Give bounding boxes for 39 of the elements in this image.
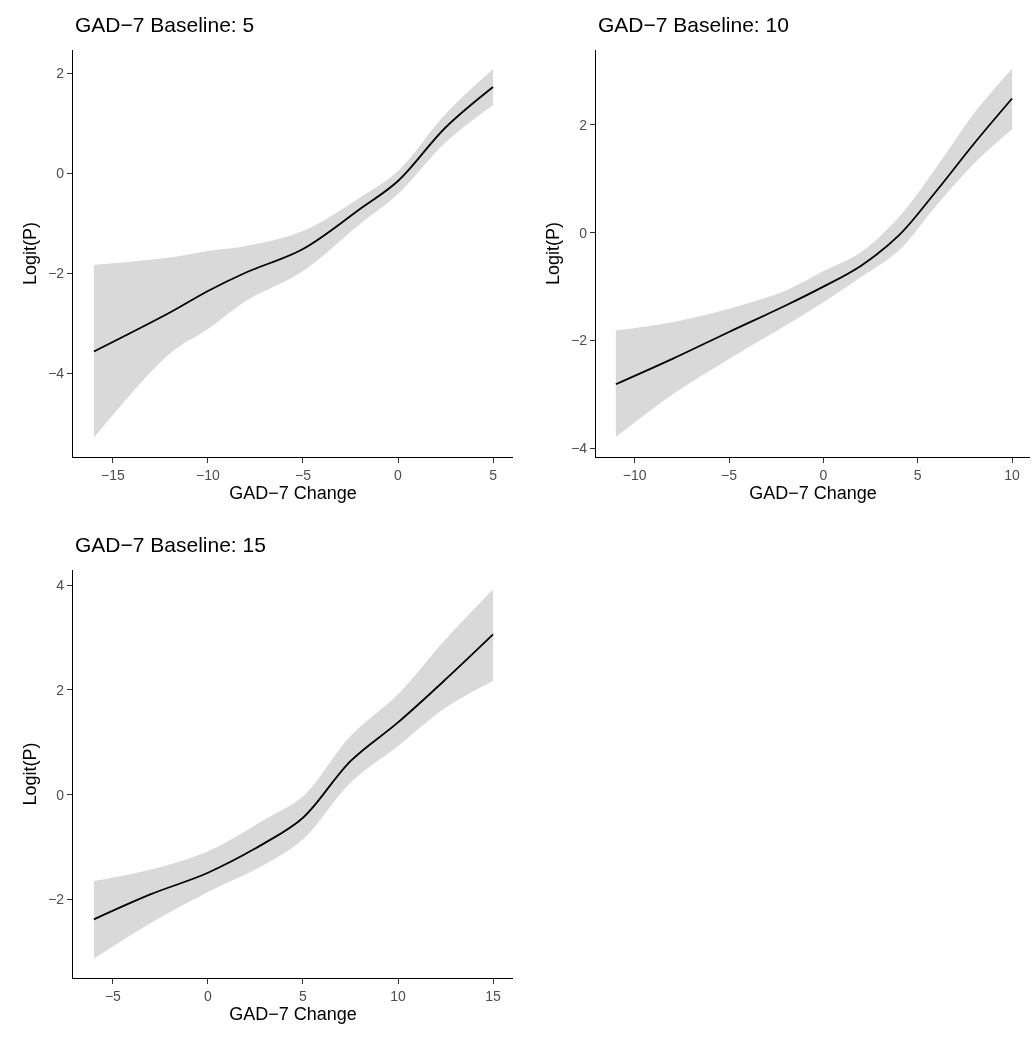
x-axis-title: GAD−7 Change xyxy=(749,483,877,503)
y-tick-label: 4 xyxy=(56,577,65,594)
x-tick-label: 5 xyxy=(299,987,308,1004)
x-tick-label: 0 xyxy=(819,466,828,483)
x-tick-label: 10 xyxy=(390,987,407,1004)
chart-title: GAD−7 Baseline: 15 xyxy=(75,533,266,556)
y-tick-label: −4 xyxy=(571,440,588,457)
line-series xyxy=(93,86,494,353)
x-tick-label: −5 xyxy=(104,987,122,1004)
x-tick-label: −5 xyxy=(295,466,312,483)
y-tick-label: −2 xyxy=(48,265,65,282)
x-tick-label: −5 xyxy=(721,466,738,483)
x-tick-label: 15 xyxy=(485,987,502,1004)
y-tick-label: 2 xyxy=(56,65,65,82)
x-tick-label: −15 xyxy=(101,466,125,483)
chart-title: GAD−7 Baseline: 10 xyxy=(598,13,789,36)
x-axis-title: GAD−7 Change xyxy=(229,1004,357,1024)
x-tick-label: −10 xyxy=(196,466,221,483)
line-series xyxy=(93,633,494,921)
x-axis-title: GAD−7 Change xyxy=(229,483,357,503)
x-tick-label: 5 xyxy=(913,466,922,483)
y-tick-label: 2 xyxy=(579,116,588,133)
y-tick-label: −2 xyxy=(48,891,65,908)
y-tick-label: 2 xyxy=(56,681,65,698)
y-tick-label: 0 xyxy=(579,224,588,241)
line-series xyxy=(614,97,1013,386)
y-axis-title: Logit(P) xyxy=(20,742,41,806)
x-tick-label: 5 xyxy=(489,466,498,483)
x-tick-label: 0 xyxy=(204,987,213,1004)
chart-title: GAD−7 Baseline: 5 xyxy=(75,13,255,36)
y-tick-label: 0 xyxy=(56,165,65,182)
y-axis-title: Logit(P) xyxy=(20,221,41,286)
x-tick-label: 10 xyxy=(1004,466,1021,483)
y-tick-label: 0 xyxy=(56,786,65,803)
x-tick-label: 0 xyxy=(394,466,403,483)
y-tick-label: −4 xyxy=(48,365,65,382)
y-axis-title: Logit(P) xyxy=(543,221,564,286)
x-tick-label: −10 xyxy=(622,466,647,483)
y-tick-label: −2 xyxy=(571,332,588,349)
